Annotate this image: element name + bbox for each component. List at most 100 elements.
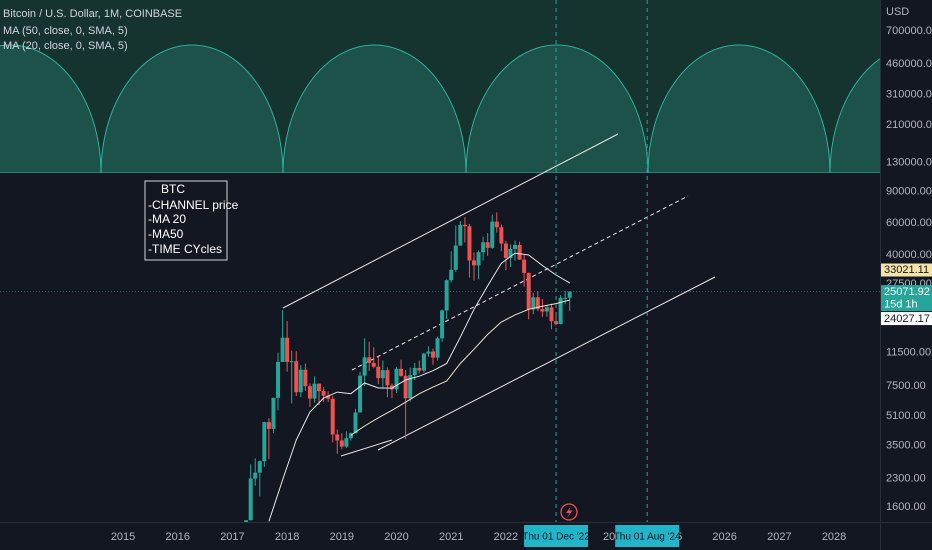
candle-body	[344, 438, 349, 447]
note-frame	[144, 180, 228, 261]
x-tick-label: 2022	[494, 531, 518, 543]
note-line: -MA50	[148, 227, 184, 241]
indicator-legend: MA (20, close, 0, SMA, 5)	[3, 40, 128, 52]
candle-body	[449, 269, 454, 281]
candle-body	[353, 412, 358, 434]
x-tick-label: 2017	[220, 531, 244, 543]
cycle-arch	[465, 44, 649, 173]
candle-body	[303, 369, 308, 387]
x-tick-label: 2020	[384, 531, 408, 543]
candle-body	[248, 478, 253, 521]
x-tick-label: 2027	[767, 531, 791, 543]
note-line: BTC	[161, 182, 185, 196]
channel-lower	[377, 276, 716, 451]
x-tick-label: 2028	[822, 531, 846, 543]
candle-body	[508, 248, 513, 258]
channel	[282, 133, 716, 457]
candle-body	[544, 307, 549, 312]
candle-body	[467, 226, 472, 261]
y-tick-label: 40000.00	[886, 249, 932, 261]
candle-body	[549, 307, 554, 322]
y-tick-label: 3500.00	[886, 440, 926, 452]
cycle-arch	[647, 44, 831, 173]
price-label-box	[881, 312, 932, 326]
candle-body	[494, 221, 499, 228]
x-tick-label: 2026	[712, 531, 736, 543]
channel-mid	[351, 195, 689, 371]
symbol-title: Bitcoin / U.S. Dollar, 1M, COINBASE	[3, 8, 182, 20]
y-tick-label: 7500.00	[886, 380, 926, 392]
event-icon[interactable]	[560, 503, 578, 521]
candle-body	[271, 397, 276, 429]
candle-body	[426, 351, 431, 354]
price-label: 33021.11	[884, 264, 929, 276]
countdown-label: 15d 1h	[884, 298, 918, 310]
y-tick-label: 460000.00	[886, 58, 932, 70]
note-line: -TIME CYcles	[148, 242, 222, 256]
candle-body	[526, 272, 531, 310]
candle-body	[558, 297, 563, 325]
y-tick-label: 700000.00	[886, 25, 932, 37]
candle-body	[535, 297, 540, 310]
candle-body	[513, 244, 518, 249]
indicator-legend: MA (50, close, 0, SMA, 5)	[3, 25, 128, 37]
y-tick-label: 5100.00	[886, 410, 926, 422]
note-line: -MA 20	[148, 212, 186, 226]
candle-body	[253, 472, 258, 479]
price-label-box	[881, 263, 932, 277]
candle-body	[385, 370, 390, 386]
cycle-arch	[100, 44, 284, 173]
candle-body	[440, 310, 445, 339]
y-tick-label: 210000.00	[886, 119, 932, 131]
y-tick-label: 60000.00	[886, 217, 932, 229]
candle-body	[266, 422, 271, 429]
candle-body	[307, 386, 312, 399]
candle-body	[485, 242, 490, 248]
candle-body	[458, 224, 463, 246]
candle-body	[408, 375, 413, 399]
candle-body	[503, 243, 508, 258]
candle-body	[394, 368, 399, 390]
candle-body	[490, 221, 495, 248]
candle-body	[472, 260, 477, 266]
candle-body	[280, 337, 285, 362]
candle-body	[262, 422, 267, 462]
candle-body	[462, 224, 467, 227]
y-tick-label: 90000.00	[886, 185, 932, 197]
time-cycles	[0, 0, 880, 173]
candle-body	[348, 433, 353, 439]
candle-body	[540, 309, 545, 312]
y-tick-label: 2300.00	[886, 472, 926, 484]
cycle-arch	[282, 44, 467, 173]
cycle-arch	[829, 58, 880, 173]
y-tick-label: 310000.00	[886, 89, 932, 101]
candle-body	[298, 369, 303, 393]
candle-body	[444, 280, 449, 311]
currency: USD	[886, 6, 909, 18]
candle-body	[499, 227, 504, 244]
candle-body	[421, 353, 426, 371]
date-badge-label: Thu 01 Dec '22	[522, 532, 590, 543]
date-badge	[524, 525, 589, 547]
x-tick-label: 2015	[111, 531, 135, 543]
y-tick-label: 1600.00	[886, 501, 926, 513]
candle-body	[335, 434, 340, 441]
date-badge	[615, 525, 680, 547]
candle-body	[339, 440, 344, 447]
candle-body	[517, 244, 522, 260]
candle-body	[371, 362, 376, 367]
note-line: -CHANNEL price	[148, 198, 239, 212]
x-tick-label: 2018	[275, 531, 299, 543]
candle-body	[326, 395, 331, 399]
candle-body	[276, 361, 281, 398]
x-tick-label: 2021	[439, 531, 463, 543]
candle-body	[294, 361, 299, 393]
candle-body	[531, 297, 536, 310]
candle-body	[417, 367, 422, 371]
candle-body	[412, 367, 417, 376]
candle-body	[430, 351, 435, 358]
candle-body	[317, 383, 322, 392]
candle-body	[312, 383, 317, 399]
candle-body	[289, 361, 294, 363]
y-tick-label: 130000.00	[886, 157, 932, 169]
